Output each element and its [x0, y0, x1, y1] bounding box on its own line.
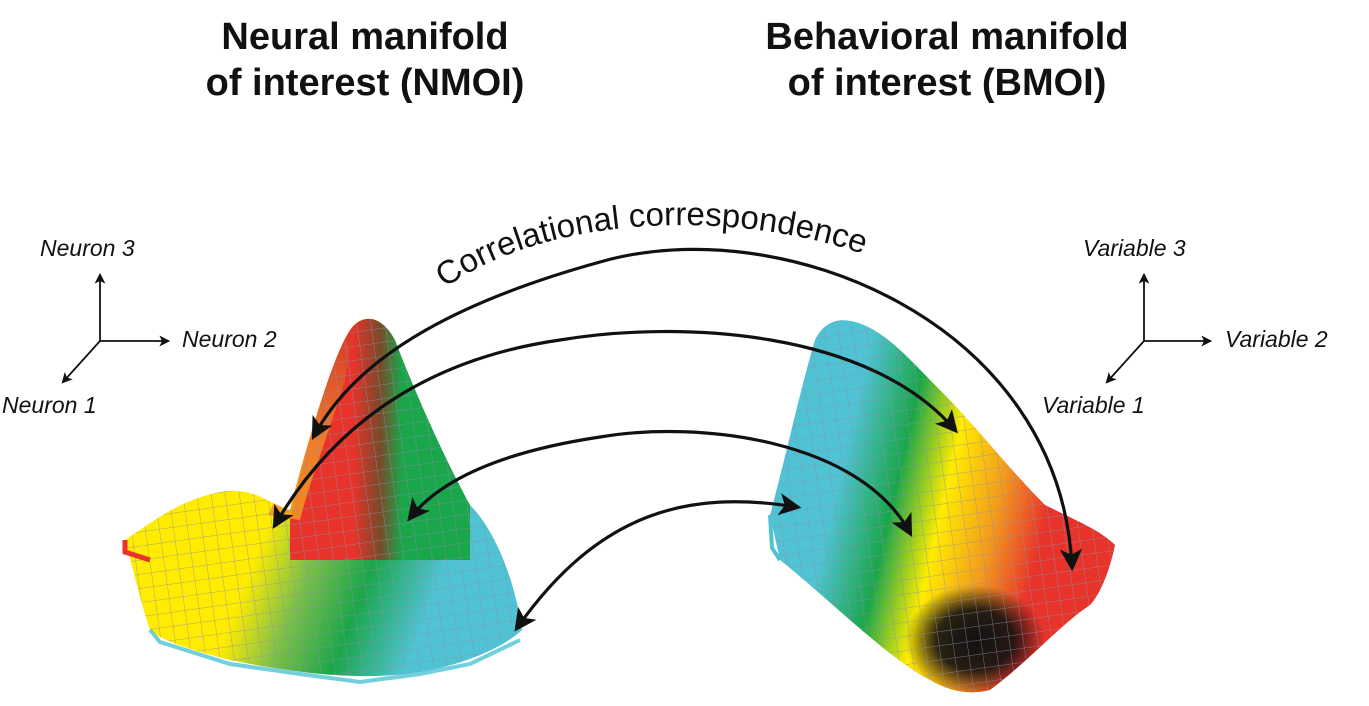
variable3-label: Variable 3 — [1083, 235, 1186, 261]
behavioral-manifold-title: Behavioral manifold of interest (BMOI) — [687, 14, 1207, 106]
variable2-label: Variable 2 — [1225, 326, 1328, 352]
neuron1-label: Neuron 1 — [2, 392, 97, 418]
neural-manifold-title: Neural manifold of interest (NMOI) — [105, 14, 625, 106]
neural-axes: Neuron 3 Neuron 2 Neuron 1 — [2, 235, 277, 418]
behavioral-manifold-surface — [768, 320, 1115, 693]
arrow-green-to-green — [407, 429, 913, 537]
variable1-label: Variable 1 — [1042, 392, 1145, 418]
behavioral-title-line2: of interest (BMOI) — [787, 62, 1107, 104]
neural-title-line2: of interest (NMOI) — [205, 62, 525, 104]
arrow-cyan-to-cyan — [514, 493, 802, 632]
neural-title-line1: Neural manifold — [221, 16, 509, 58]
neuron3-label: Neuron 3 — [40, 235, 135, 261]
arrow-yellow-to-yellow — [272, 329, 958, 529]
neuron1-axis-line — [61, 340, 101, 384]
correspondence-label-path: Correlational correspondence — [428, 195, 872, 294]
behavioral-axes: Variable 3 Variable 2 Variable 1 — [1042, 235, 1328, 418]
variable1-axis-line — [1105, 340, 1145, 384]
arrow-peak-to-red — [311, 247, 1083, 572]
neuron2-label: Neuron 2 — [182, 326, 277, 352]
correspondence-label: Correlational correspondence — [428, 195, 872, 294]
correspondence-arrows — [272, 247, 1083, 632]
behavioral-title-line1: Behavioral manifold — [765, 16, 1129, 58]
